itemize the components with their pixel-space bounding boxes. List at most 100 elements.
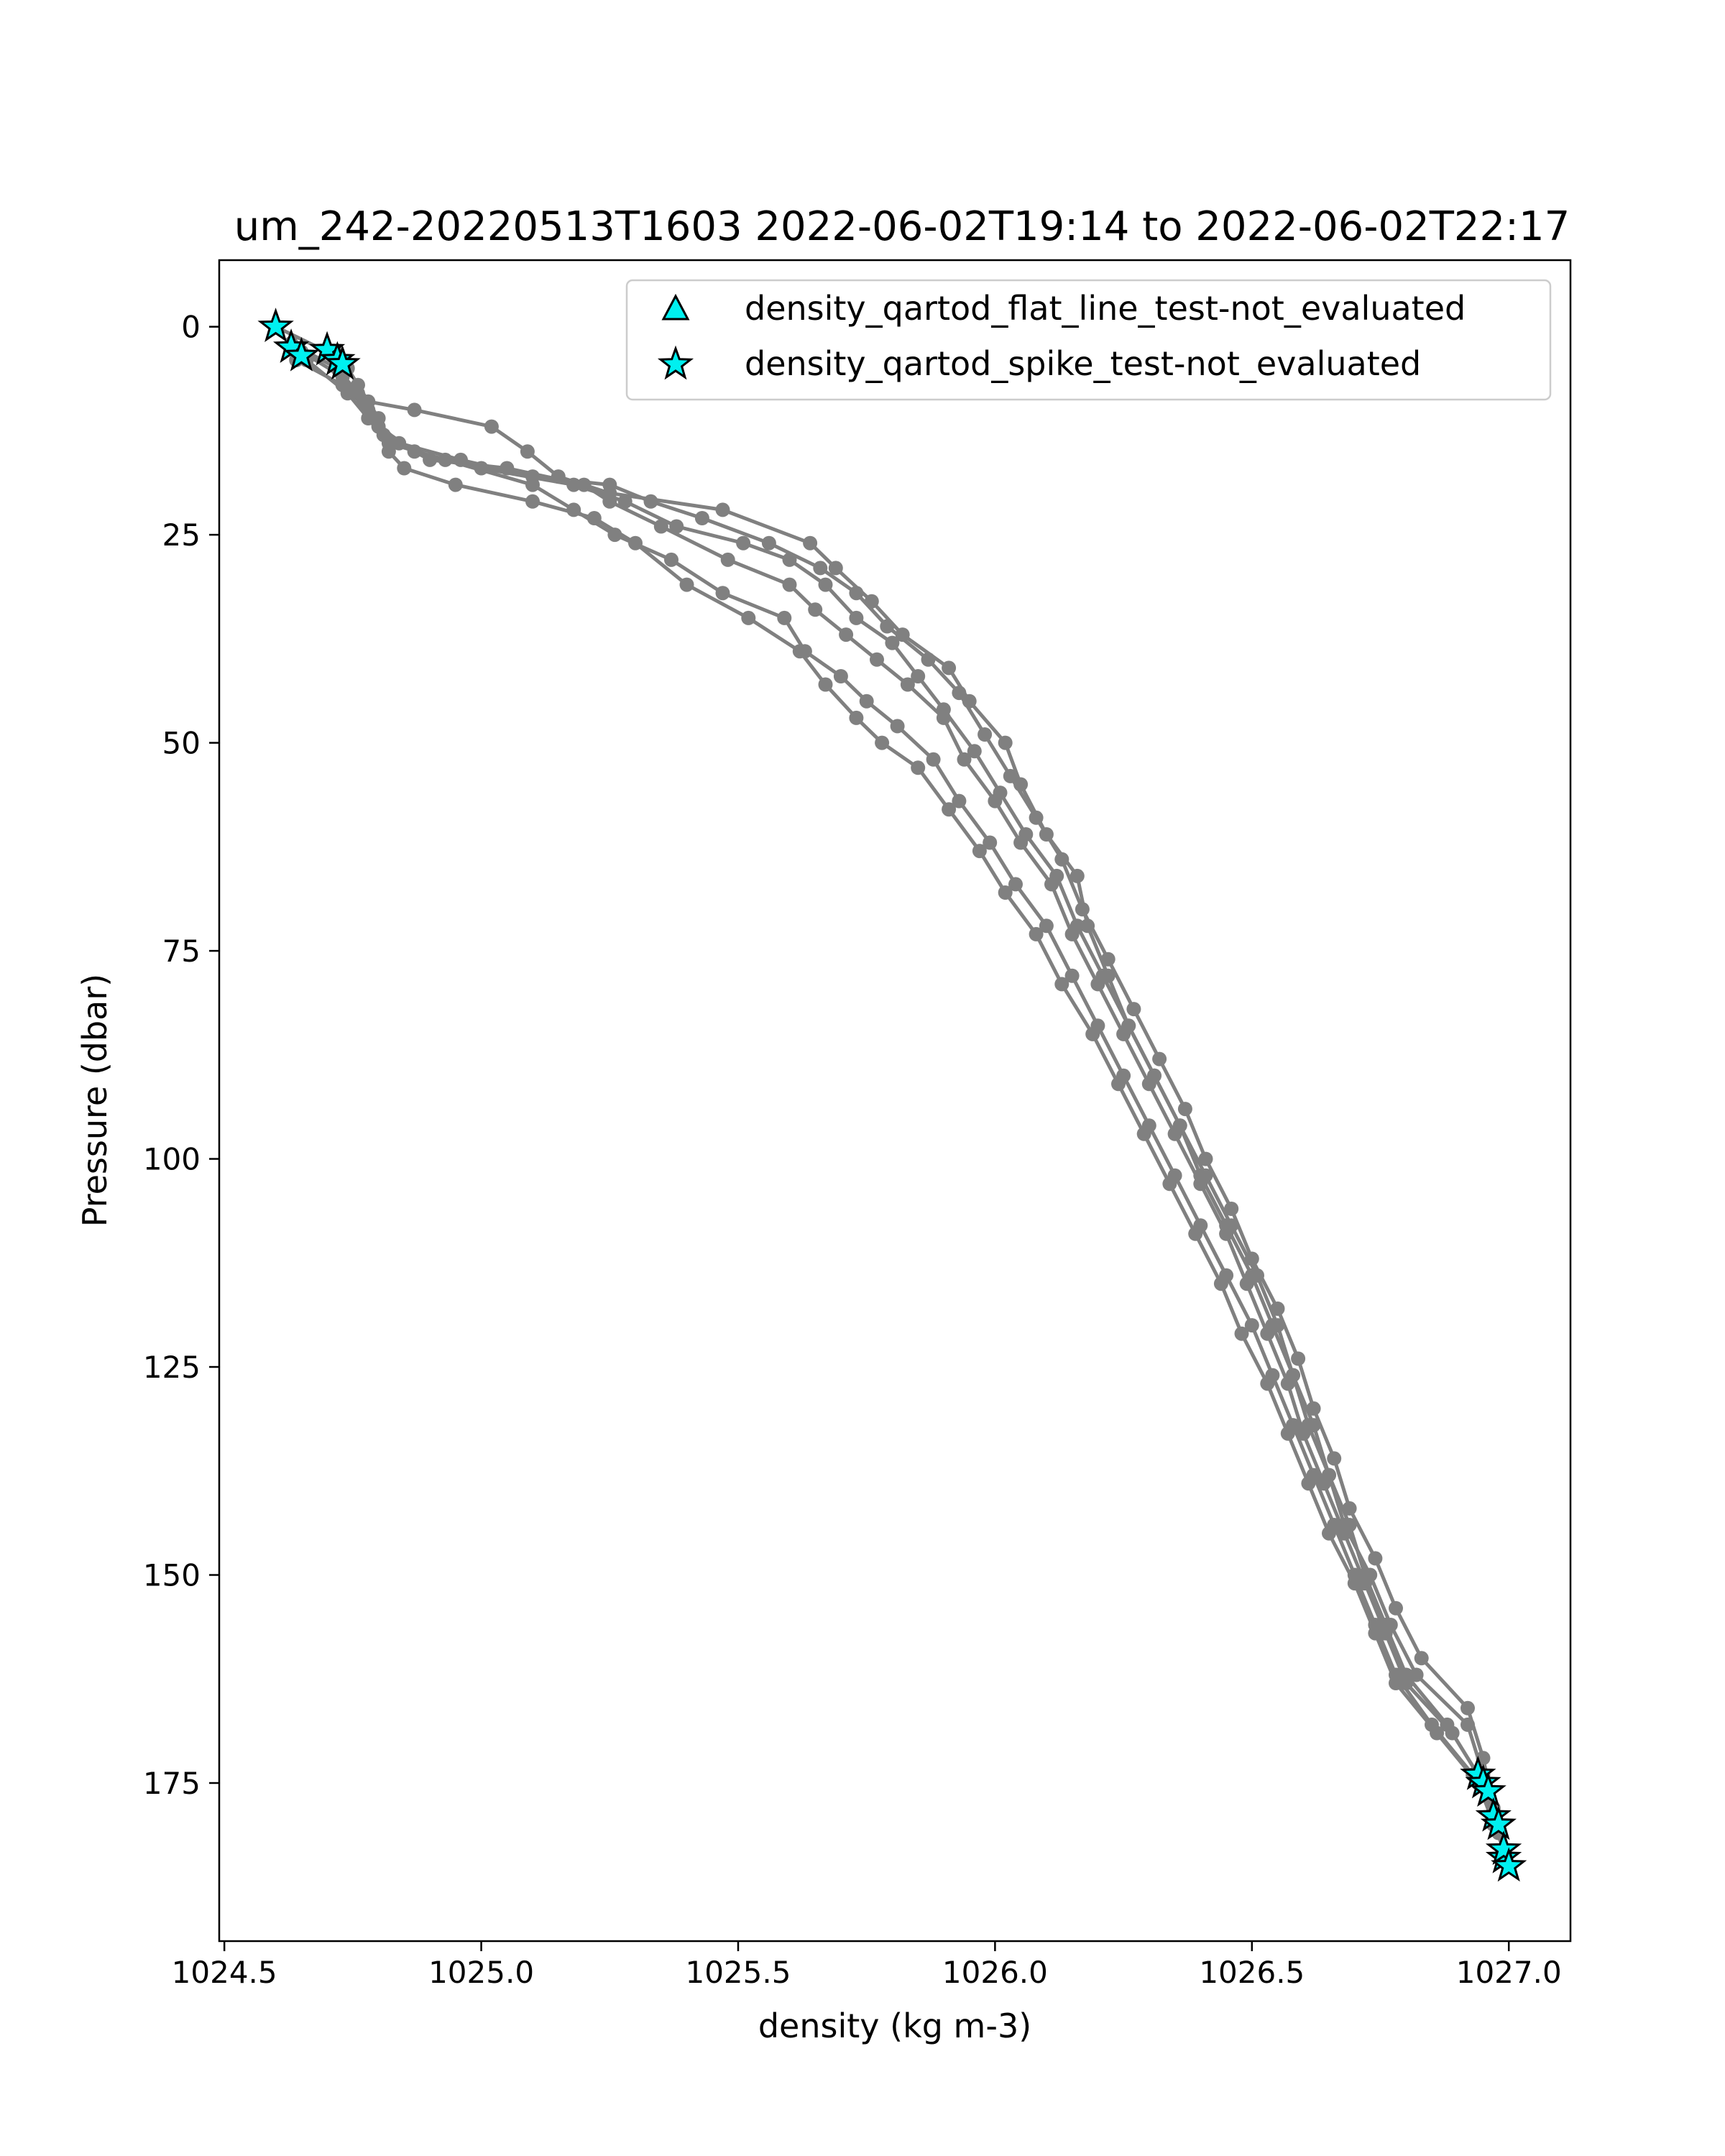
- profile-point: [1280, 1376, 1295, 1391]
- profile-points: [268, 319, 1517, 1874]
- profile-point: [1054, 977, 1070, 992]
- x-tick-label: 1026.5: [1199, 1955, 1305, 1990]
- profile-point: [484, 419, 499, 434]
- profile-point: [952, 793, 967, 808]
- flagged-markers: [257, 308, 1527, 1882]
- profile-point: [525, 494, 540, 509]
- profile-point: [1296, 1426, 1311, 1441]
- profile-point: [1085, 1026, 1100, 1041]
- profile-line-5: [305, 359, 1506, 1858]
- profile-point: [1445, 1726, 1460, 1741]
- profile-point: [1322, 1526, 1336, 1541]
- profile-point: [566, 502, 581, 517]
- profile-point: [1090, 977, 1105, 992]
- profile-point: [602, 494, 617, 509]
- legend-box: [625, 279, 1552, 401]
- profile-point: [911, 760, 926, 775]
- profile-line-2: [290, 341, 1496, 1809]
- profile-point: [885, 635, 900, 650]
- profile-point: [1347, 1576, 1362, 1591]
- profile-point: [1430, 1726, 1445, 1741]
- profile-point: [407, 444, 422, 459]
- profile-point: [694, 511, 709, 525]
- legend-triangle-marker: [661, 293, 690, 321]
- profile-point: [1270, 1302, 1285, 1316]
- profile-point: [895, 627, 910, 642]
- profile-point: [361, 411, 376, 425]
- spike-flag-star: [257, 308, 294, 343]
- profile-point: [1260, 1376, 1275, 1391]
- profile-point: [715, 502, 730, 517]
- profile-point: [1198, 1151, 1213, 1166]
- profile-point: [957, 752, 972, 767]
- profile-point: [586, 511, 602, 525]
- profile-point: [1070, 868, 1085, 883]
- profile-point: [1116, 1026, 1131, 1041]
- profile-point: [1008, 877, 1023, 892]
- profile-point: [1250, 1268, 1264, 1283]
- profile-point: [500, 461, 515, 476]
- profile-point: [628, 535, 643, 550]
- profile-point: [643, 494, 658, 509]
- profile-point: [1327, 1451, 1342, 1466]
- x-tick-label: 1024.5: [172, 1955, 277, 1990]
- profile-point: [962, 694, 977, 709]
- profile-point: [1054, 852, 1070, 867]
- x-tick-label: 1025.0: [428, 1955, 534, 1990]
- profile-point: [520, 444, 535, 459]
- profile-point: [1316, 1476, 1331, 1491]
- profile-point: [1234, 1326, 1249, 1341]
- profile-point: [1167, 1126, 1182, 1141]
- x-tick-label: 1027.0: [1456, 1955, 1562, 1990]
- profile-point: [967, 744, 982, 759]
- profile-point: [1460, 1717, 1475, 1732]
- profile-line-4: [295, 358, 1501, 1834]
- profile-point: [1244, 1318, 1259, 1333]
- profile-point: [407, 402, 422, 418]
- y-tick-label: 50: [162, 726, 201, 761]
- y-axis-label: Pressure (dbar): [75, 974, 114, 1227]
- profile-point: [972, 844, 987, 859]
- profile-point: [880, 619, 895, 634]
- profile-point: [926, 752, 941, 767]
- profile-point: [1244, 1251, 1259, 1266]
- profile-point: [1064, 968, 1080, 983]
- profile-point: [875, 735, 890, 750]
- star-marker: [657, 345, 694, 380]
- profile-point: [870, 652, 884, 667]
- legend-label-spike: density_qartod_spike_test-not_evaluated: [745, 344, 1421, 383]
- profile-point: [1306, 1401, 1321, 1416]
- profile-point: [859, 694, 874, 709]
- profile-point: [679, 577, 694, 592]
- profile-point: [1270, 1318, 1285, 1333]
- profile-point: [1111, 1077, 1126, 1092]
- profile-point: [1013, 777, 1029, 792]
- profile-point: [1141, 1077, 1156, 1092]
- profile-point: [1177, 1102, 1192, 1117]
- profile-point: [761, 535, 776, 550]
- chart-title: um_242-20220513T1603 2022-06-02T19:14 to…: [234, 203, 1570, 250]
- profile-point: [921, 652, 936, 667]
- profile-point: [942, 660, 957, 676]
- profile-point: [1280, 1426, 1295, 1441]
- profile-point: [1152, 1051, 1167, 1067]
- profile-point: [849, 610, 864, 625]
- y-tick-label: 0: [181, 310, 201, 345]
- profile-point: [576, 477, 592, 492]
- profile-point: [803, 535, 818, 550]
- legend: density_qartod_flat_line_test-not_evalua…: [625, 279, 1552, 401]
- profile-point: [1013, 835, 1029, 850]
- x-tick-label: 1026.0: [942, 1955, 1048, 1990]
- profile-point: [1029, 926, 1044, 941]
- profile-point: [818, 677, 833, 692]
- x-tick-label: 1025.5: [685, 1955, 791, 1990]
- legend-star-marker: [657, 345, 694, 380]
- y-tick-label: 75: [162, 934, 201, 969]
- spike-flag-star: [1470, 1772, 1506, 1807]
- y-tick-label: 100: [143, 1142, 201, 1177]
- profile-point: [1080, 918, 1095, 934]
- profile-point: [1378, 1626, 1393, 1641]
- profile-point: [1213, 1276, 1228, 1291]
- profile-point: [1003, 768, 1018, 783]
